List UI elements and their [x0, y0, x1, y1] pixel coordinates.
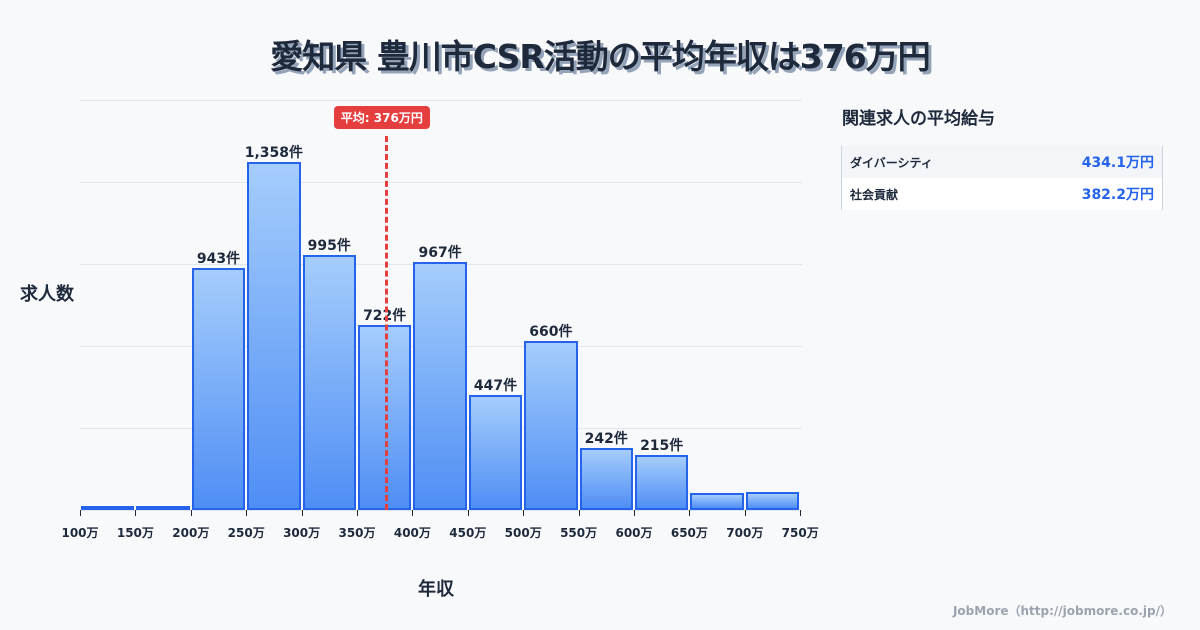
average-salary-value: 382.2万円 [1081, 187, 1154, 203]
x-tick-label: 400万 [393, 526, 431, 540]
x-tick-label: 750万 [781, 526, 819, 540]
histogram-plot: 943件 1,358件 995件 722件 967件 447件 660件 242件 215件 10… [61, 100, 819, 540]
bar-value-label: 943件 [196, 251, 241, 268]
histogram-bar [635, 454, 689, 510]
bar-value-label: 215件 [640, 437, 684, 454]
bar-value-label: 447件 [473, 378, 518, 395]
average-line [384, 136, 388, 510]
x-tick [523, 510, 525, 516]
x-tick [689, 510, 691, 516]
x-tick-label: 650万 [670, 526, 708, 540]
x-tick [301, 510, 303, 516]
x-tick-label: 300万 [283, 526, 321, 540]
bar-value-label: 660件 [529, 323, 573, 340]
x-tick [578, 510, 580, 516]
bar-value-label: 242件 [584, 430, 628, 447]
related-salary-row: 社会貢献 382.2万円 [842, 178, 1162, 210]
x-tick [800, 510, 802, 516]
x-tick-label: 350万 [338, 526, 376, 540]
x-tick [467, 510, 469, 516]
histogram-bar [191, 268, 246, 510]
related-salary-row: ダイバーシティ 434.1万円 [842, 146, 1162, 178]
x-tick [634, 510, 635, 516]
histogram-bar [413, 262, 467, 510]
x-tick [190, 510, 192, 516]
histogram-bar [358, 325, 412, 510]
x-tick [246, 510, 248, 516]
average-salary-value: 434.1万円 [1081, 155, 1154, 171]
histogram-bar [468, 395, 523, 510]
y-axis-label: 求人数 [20, 284, 74, 305]
related-salary-table: ダイバーシティ 434.1万円 社会貢献 382.2万円 [841, 146, 1163, 210]
job-category-name: 社会貢献 [850, 187, 899, 202]
grid-line [80, 182, 802, 183]
chart-title: 愛知県 豊川市CSR活動の平均年収は376万円 [270, 37, 930, 76]
x-tick-label: 450万 [449, 526, 487, 540]
x-tick [412, 510, 414, 516]
bar-value-label: 967件 [418, 245, 462, 262]
x-tick-label: 200万 [172, 526, 210, 540]
histogram-bar [302, 255, 356, 510]
bar-value-label: 722件 [363, 307, 407, 324]
average-badge: 平均: 376万円 [333, 106, 430, 129]
bar-value-label: 1,358件 [244, 145, 304, 161]
histogram-bar [247, 162, 301, 510]
histogram-bar [136, 506, 190, 510]
x-tick-label: 700万 [726, 526, 764, 540]
x-tick [744, 510, 746, 516]
x-tick-label: 550万 [560, 526, 598, 540]
job-category-name: ダイバーシティ [850, 155, 933, 170]
histogram-bar [81, 506, 135, 510]
grid-line [80, 510, 802, 511]
histogram-bar [524, 340, 578, 510]
source-credit: JobMore（http://jobmore.co.jp/） [952, 604, 1172, 618]
x-tick-label: 150万 [116, 526, 154, 540]
x-tick-label: 250万 [227, 526, 265, 540]
x-tick [357, 510, 358, 516]
grid-line [80, 100, 802, 101]
related-salary-title: 関連求人の平均給与 [842, 109, 995, 129]
histogram-bar [745, 492, 800, 510]
x-tick [135, 510, 137, 516]
x-tick-label: 500万 [504, 526, 542, 540]
x-axis-label: 年収 [418, 579, 454, 600]
x-tick-label: 100万 [61, 526, 99, 540]
histogram-bar [690, 493, 744, 510]
histogram-bar [579, 448, 633, 510]
bar-value-label: 995件 [307, 238, 351, 255]
x-tick [80, 510, 81, 516]
x-tick-label: 600万 [615, 526, 653, 540]
